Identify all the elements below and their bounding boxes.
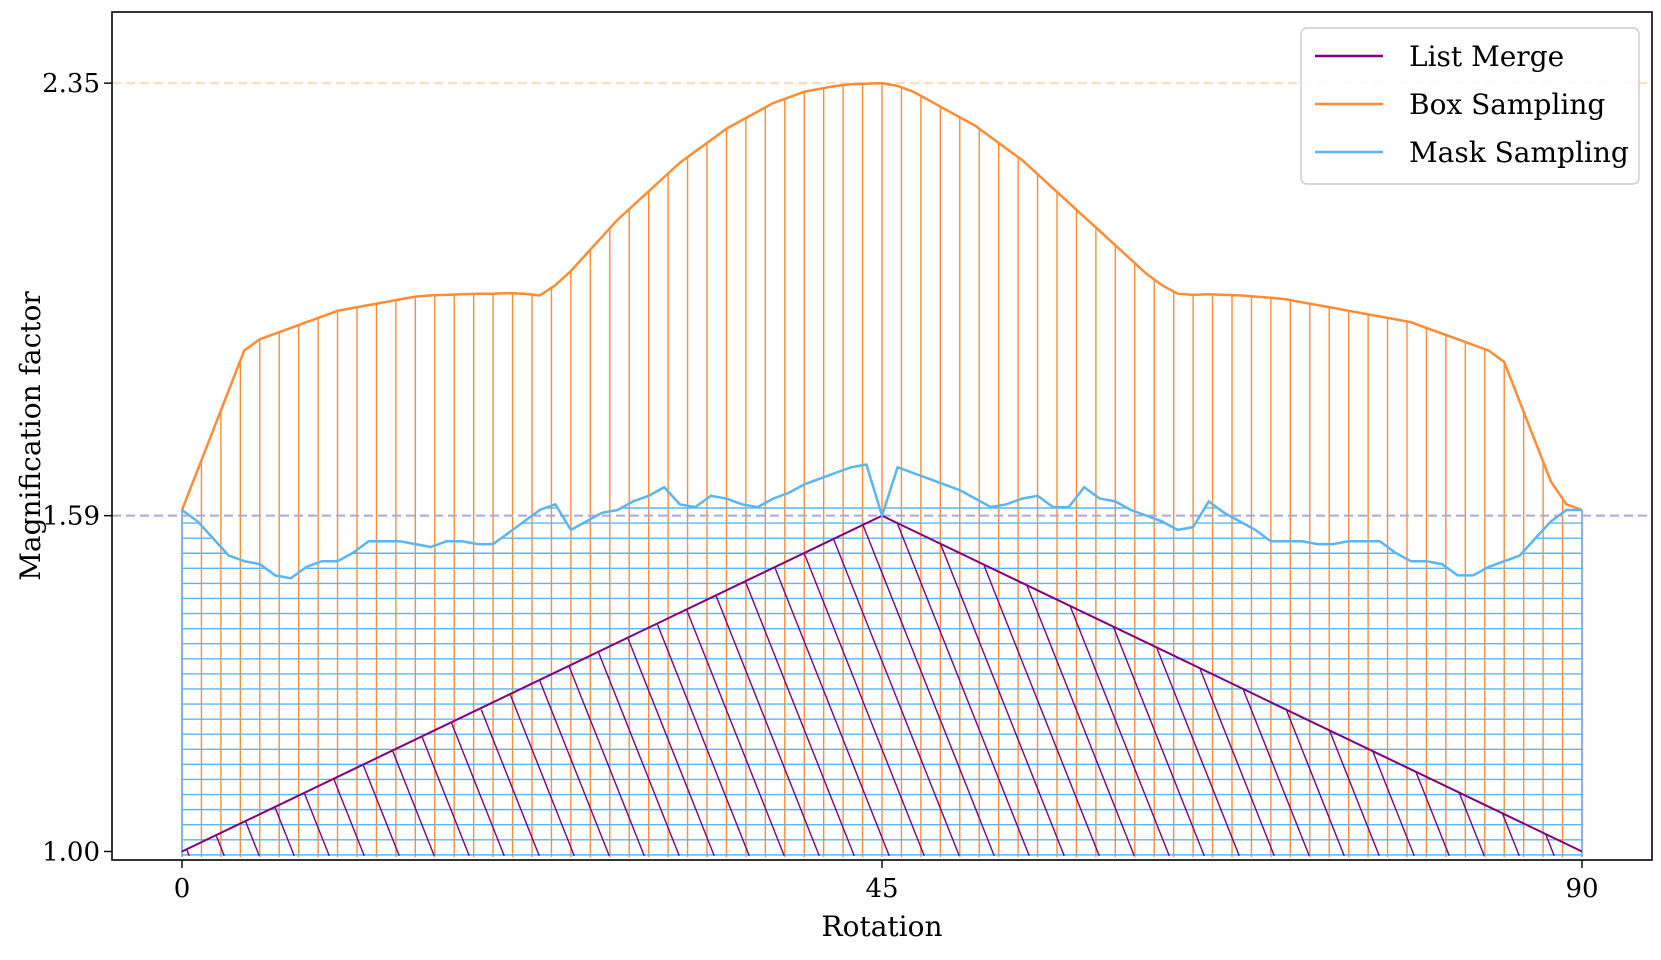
list-merge-hatch — [186, 523, 1555, 857]
legend-label: Box Sampling — [1409, 88, 1605, 121]
list-merge-hatch-line — [803, 553, 925, 857]
list-merge-hatch-line — [744, 581, 855, 857]
list-merge-hatch-line — [1112, 626, 1205, 857]
axis-ticks: 0 45 90 1.00 1.59 2.35 — [42, 69, 1598, 904]
list-merge-hatch-line — [1458, 792, 1485, 857]
list-merge-hatch-line — [274, 807, 295, 857]
plot-area — [112, 81, 1652, 858]
list-merge-hatch-line — [1026, 585, 1135, 857]
legend-label: Mask Sampling — [1409, 136, 1629, 169]
list-merge-hatch-line — [627, 638, 715, 857]
list-merge-hatch-line — [362, 765, 400, 857]
series-lines — [180, 81, 1583, 853]
y-tick-label: 1.00 — [42, 837, 100, 867]
list-merge-hatch-line — [862, 524, 995, 857]
legend: List Merge Box Sampling Mask Sampling — [1300, 27, 1640, 185]
list-merge-hatch-line — [1502, 813, 1520, 857]
x-tick-label: 0 — [174, 874, 191, 904]
list-merge-hatch-line — [333, 778, 365, 857]
y-tick-label: 1.59 — [42, 502, 100, 532]
mask-sampling-line — [181, 463, 1582, 580]
list-merge-hatch-line — [186, 849, 190, 857]
list-merge-hatch-line — [1156, 647, 1240, 857]
list-merge-hatch-line — [833, 539, 960, 857]
list-merge-hatch-line — [597, 651, 680, 857]
list-merge-hatch-line — [896, 523, 1030, 857]
list-merge-hatch-line — [1069, 605, 1170, 857]
list-merge-hatch-line — [568, 666, 645, 857]
list-merge-hatch-line — [656, 624, 750, 857]
list-merge-hatch-line — [715, 595, 820, 857]
x-axis-label: Rotation — [822, 910, 943, 943]
list-merge-hatch-line — [940, 544, 1065, 857]
list-merge-hatch-line — [421, 736, 470, 857]
list-merge-hatch-line — [539, 680, 610, 857]
list-merge-hatch-line — [1286, 710, 1345, 857]
list-merge-hatch-line — [1242, 689, 1310, 857]
x-tick-label: 45 — [865, 874, 898, 904]
list-merge-hatch-line — [1415, 771, 1450, 857]
list-merge-hatch-line — [1199, 668, 1275, 857]
legend-box — [1300, 27, 1640, 185]
list-merge-hatch-line — [509, 694, 575, 857]
list-merge-hatch-line — [480, 709, 540, 857]
mask-sampling-hatch — [181, 507, 1583, 858]
list-merge-hatch-line — [686, 609, 785, 857]
list-merge-hatch-line — [392, 751, 435, 857]
list-merge-hatch-line — [1372, 751, 1415, 857]
box-sampling-line — [180, 81, 1583, 512]
list-merge-hatch-line — [983, 565, 1100, 857]
box-sampling-hatch — [181, 83, 1583, 858]
list-merge-hatch-line — [774, 568, 890, 857]
legend-label: List Merge — [1409, 40, 1564, 73]
list-merge-hatch-line — [450, 722, 505, 857]
list-merge-hatch-line — [1545, 834, 1555, 857]
list-merge-hatch-line — [303, 792, 330, 857]
y-axis-label: Magnification factor — [14, 291, 47, 581]
x-tick-label: 90 — [1565, 874, 1598, 904]
list-merge-hatch-line — [1328, 730, 1380, 857]
list-merge-hatch-line — [215, 835, 225, 857]
y-tick-label: 2.35 — [42, 69, 100, 99]
list-merge-hatch-line — [245, 821, 260, 857]
